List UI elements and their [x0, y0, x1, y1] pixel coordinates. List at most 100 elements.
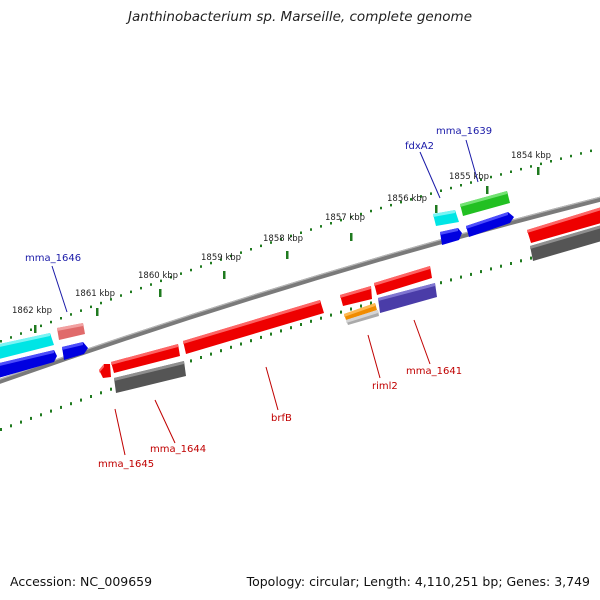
inner-track-dot: [0, 428, 2, 431]
length-label: Length:: [363, 574, 411, 589]
label-leader-lines: [51, 139, 479, 456]
scale-dot: [260, 244, 262, 248]
accession-info: Accession: NC_009659: [10, 574, 152, 589]
scale-dot: [500, 173, 502, 176]
scale-dot: [580, 152, 582, 155]
gene-block-mma_1644-red: [111, 344, 180, 373]
gene-block-mma_1645-red: [99, 364, 111, 378]
scale-dot: [360, 212, 362, 216]
scale-dot: [200, 265, 202, 268]
scale-tick-label: 1858 kbp: [263, 234, 303, 244]
inner-track-dot: [350, 307, 352, 311]
scale-dot: [120, 294, 122, 297]
leader-mma_1645: [114, 408, 126, 456]
inner-track-dot: [100, 391, 102, 395]
inner-track-dot: [90, 395, 92, 398]
gene-block-red-mid: [340, 286, 372, 306]
gene-block-mma_1639-green: [460, 191, 510, 216]
gene-label-mma_1641: mma_1641: [406, 366, 462, 377]
scale-track: 1854 kbp 1855 kbp 1856 kbp 1857 kbp 1858 kbp…: [0, 149, 592, 343]
inner-track-dot: [360, 304, 362, 308]
genome-summary: Topology: circular; Length: 4,110,251 bp…: [246, 574, 590, 589]
gene-label-brfB: brfB: [271, 413, 292, 424]
scale-tick-1855: [486, 186, 489, 194]
inner-track-dot: [490, 267, 492, 271]
scale-dot: [60, 317, 62, 320]
inner-track-dot: [250, 339, 252, 343]
scale-tick-1857: [350, 233, 353, 241]
accession-value: NC_009659: [80, 574, 153, 589]
inner-dotted-track: [0, 240, 592, 431]
scale-dot: [460, 184, 462, 187]
genes-value: 3,749: [554, 574, 590, 589]
scale-dot: [470, 181, 472, 184]
scale-dot: [340, 218, 342, 222]
scale-dot: [330, 222, 332, 225]
inner-track-dot: [50, 409, 52, 413]
topology-label: Topology:: [246, 574, 306, 589]
scale-dot: [70, 313, 72, 316]
scale-dot: [510, 170, 512, 173]
gene-block-mma_1646-blue: [0, 350, 57, 378]
inner-track-dot: [450, 278, 452, 282]
scale-tick-1862: [34, 325, 37, 333]
inner-track-dot: [340, 310, 342, 314]
scale-tick-1858: [286, 251, 289, 259]
scale-dot: [480, 178, 482, 181]
scale-dot: [190, 268, 192, 272]
scale-dot: [410, 198, 412, 201]
inner-track-dot: [80, 398, 82, 402]
scale-dot: [390, 203, 392, 207]
leader-mma_1644: [154, 399, 176, 444]
accession-label: Accession:: [10, 574, 77, 589]
scale-tick-1856: [435, 205, 438, 213]
scale-dot: [540, 162, 542, 166]
inner-track-dot: [440, 281, 442, 285]
scale-dot: [430, 192, 432, 195]
scale-dot: [290, 234, 292, 238]
scale-dot: [170, 276, 172, 279]
inner-track-dot: [230, 345, 232, 349]
inner-track-dot: [20, 420, 22, 424]
inner-track-dot: [260, 335, 262, 339]
gene-label-mma_1639: mma_1639: [436, 126, 492, 137]
scale-dot: [90, 305, 92, 309]
scale-dot: [110, 298, 112, 301]
scale-dot: [450, 186, 452, 190]
inner-track-dot: [70, 402, 72, 406]
scale-dot: [550, 160, 552, 163]
scale-dot: [30, 328, 32, 331]
scale-tick-1861: [96, 308, 99, 316]
map-title: Janthinobacterium sp. Marseille, complet…: [127, 9, 473, 25]
inner-track-dot: [200, 356, 202, 359]
inner-track-dot: [210, 352, 212, 356]
scale-tick-1859: [223, 271, 226, 279]
scale-dot: [590, 149, 592, 153]
scale-tick-label: 1861 kbp: [75, 289, 115, 299]
leader-mma_1639: [465, 139, 479, 183]
scale-dot: [20, 332, 22, 335]
inner-track-dot: [10, 424, 12, 428]
gene-label-fdxA2: fdxA2: [405, 141, 434, 152]
gene-label-mma_1646: mma_1646: [25, 253, 81, 264]
inner-track-dot: [500, 264, 502, 268]
scale-dot: [230, 254, 232, 258]
scale-tick-label: 1856 kbp: [387, 194, 427, 204]
gene-block-mma_1641-red: [374, 266, 432, 295]
inner-track-dot: [40, 413, 42, 417]
scale-tick-label: 1855 kbp: [449, 172, 489, 182]
scale-dot: [350, 215, 352, 219]
scale-tick-label: 1859 kbp: [201, 253, 241, 263]
gene-label-mma_1644: mma_1644: [150, 444, 206, 455]
scale-tick-label: 1854 kbp: [511, 151, 551, 161]
gene-block-blue-long: [466, 212, 514, 237]
scale-dot: [0, 340, 2, 343]
scale-dot: [210, 261, 212, 265]
scale-dot: [570, 154, 572, 158]
scale-dot: [310, 228, 312, 231]
scale-dot: [320, 225, 322, 228]
scale-dot: [250, 248, 252, 251]
inner-track-dot: [510, 262, 512, 265]
scale-dot: [270, 241, 272, 244]
